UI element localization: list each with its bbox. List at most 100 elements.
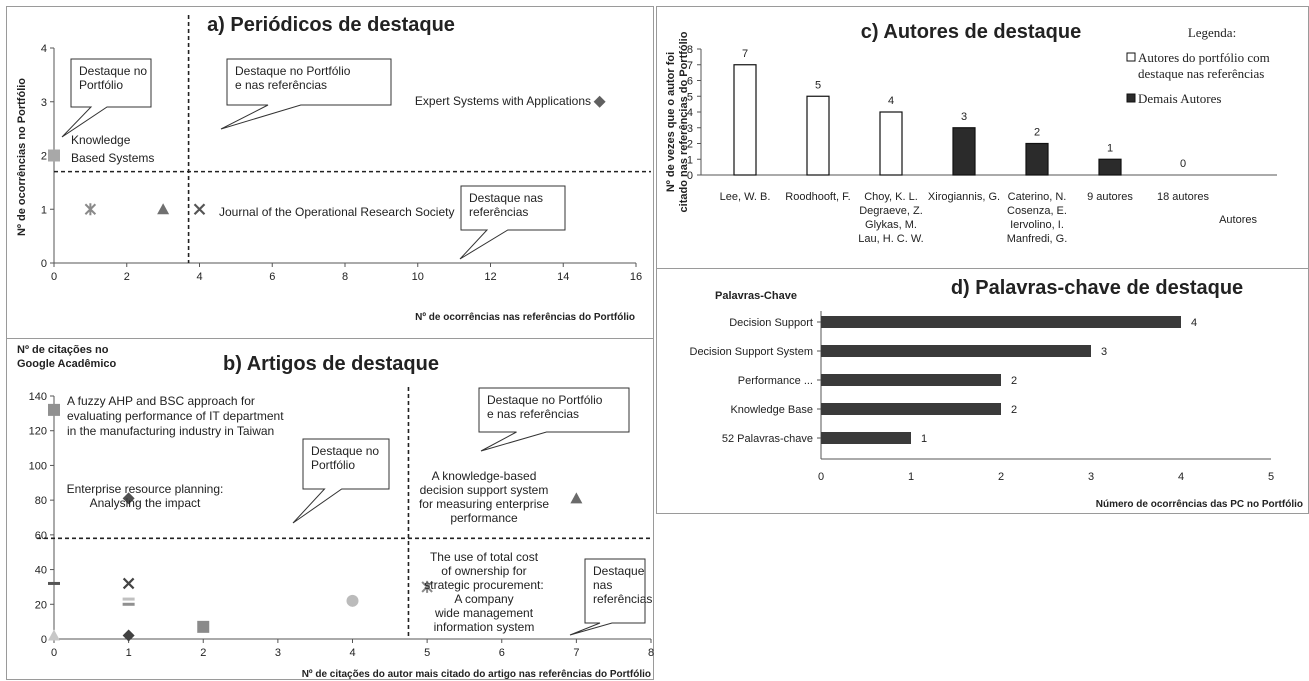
c-category-label: 18 autores [1157,191,1209,203]
b-y-tick-label: 100 [29,460,47,472]
c-y-tick-label: 4 [687,107,693,119]
a-point [48,149,60,162]
panel-c: c) Autores de destaque Nº de vezes que o … [656,6,1309,269]
a-point-label: Expert Systems with Applications [415,94,591,108]
b-callout-text: Destaque nas referências [593,564,652,606]
b-annotation: A fuzzy AHP and BSC approach for evaluati… [67,394,284,438]
d-x-tick-label: 5 [1268,471,1274,483]
c-legend-label: Autores do portfólio com destaque nas ref… [1138,50,1270,81]
b-point [48,403,60,416]
c-category-label: Lee, W. B. [720,191,771,203]
d-bar [821,316,1181,328]
b-point [122,492,135,505]
b-x-tick-label: 2 [200,647,206,659]
a-callout-text: Destaque no Portfólio [79,64,147,92]
b-y-tick-label: 20 [35,599,47,611]
b-callout [292,438,390,524]
c-bar-label: 7 [742,48,748,60]
d-bar [821,403,1001,415]
b-point [570,492,583,504]
b-x-tick-label: 8 [648,647,654,659]
a-y-tick-label: 0 [41,258,47,270]
a-y-tick-label: 1 [41,204,47,216]
a-callout [220,58,392,130]
c-legend-swatch [1126,93,1136,103]
c-y-tick-label: 7 [687,60,693,72]
a-point [157,203,170,215]
a-y-tick-label: 4 [41,43,47,55]
c-y-tick-label: 5 [687,91,693,103]
b-x-label: Nº de citações do autor mais citado do a… [302,669,651,680]
c-bar [1025,142,1049,176]
panel-d: d) Palavras-chave de destaque Palavras-Ch… [656,268,1309,514]
d-category-label: Performance ... [738,375,813,387]
d-bar [821,374,1001,386]
chart-d: d) Palavras-chave de destaque Palavras-Ch… [690,277,1304,510]
d-category-label: Decision Support [729,317,813,329]
b-annotation: The use of total cost of ownership for str… [424,550,543,634]
panel-b: 0 1 2 3 4 5 6 7 8 0 20 40 60 80 100 120 140 b) Artigos de… [6,338,654,680]
d-bar-label: 4 [1191,317,1197,329]
d-x-tick-label: 3 [1088,471,1094,483]
b-y-tick-label: 40 [35,565,47,577]
a-x-tick-label: 10 [412,271,424,283]
c-bar [952,127,976,176]
b-x-tick-label: 1 [126,647,132,659]
c-bar [1098,158,1122,176]
c-category-label: Caterino, N. Cosenza, E. Iervolino, I. Manf… [1007,191,1068,245]
d-x-tick-label: 2 [998,471,1004,483]
d-bar-label: 2 [1011,404,1017,416]
b-x-tick-label: 7 [573,647,579,659]
d-category-label: Decision Support System [690,346,814,358]
c-y-tick-label: 0 [687,170,693,182]
b-annotation: A knowledge-based decision support system… [419,469,549,525]
b-callout [478,387,630,452]
b-callout-text: Destaque no Portfólio [311,444,379,472]
d-bar-label: 1 [921,433,927,445]
panel-a: 0 2 4 6 8 10 12 14 16 0 1 2 3 4 a) Periódicos de desta… [6,6,654,339]
b-y-tick-label: 120 [29,426,47,438]
c-category-label: Roodhooft, F. [785,191,850,203]
a-x-tick-label: 2 [124,271,130,283]
b-point [122,577,135,590]
d-title: d) Palavras-chave de destaque [951,277,1243,299]
d-x-tick-label: 0 [818,471,824,483]
a-y-label: Nº de ocorrências no Portfólio [16,78,28,236]
b-annotation: Enterprise resource planning: Analysing t… [67,482,224,510]
d-bar-label: 3 [1101,346,1107,358]
a-y-tick-label: 2 [41,151,47,163]
c-y-tick-label: 3 [687,123,693,135]
d-x-tick-label: 4 [1178,471,1184,483]
c-legend-label: Demais Autores [1138,91,1221,106]
a-y-tick-label: 3 [41,97,47,109]
a-point-label: Knowledge Based Systems [71,133,154,165]
c-category-label: 9 autores [1087,191,1133,203]
c-bar-label: 0 [1180,158,1186,170]
a-callout-text: Destaque nas referências [469,191,543,219]
b-point [48,629,60,641]
c-bar-label: 5 [815,79,821,91]
b-point [48,581,60,585]
c-category-label: Xirogiannis, G. [928,191,1000,203]
b-x-tick-label: 6 [499,647,505,659]
c-y-tick-label: 2 [687,139,693,151]
d-bar-label: 2 [1011,375,1017,387]
a-x-tick-label: 6 [269,271,275,283]
c-bar [806,95,830,176]
b-y-tick-label: 60 [35,530,47,542]
b-point [122,629,135,642]
b-title: b) Artigos de destaque [223,353,439,375]
a-x-label: Nº de ocorrências nas referências do Por… [415,312,635,323]
c-x-label: Autores [1219,214,1257,226]
d-category-label: Knowledge Base [730,404,813,416]
b-point [122,597,135,601]
b-point [346,594,359,607]
c-legend-swatch [1126,52,1136,62]
c-y-tick-label: 1 [687,154,693,166]
d-x-label: Número de ocorrências das PC no Portfóli… [1096,499,1303,510]
c-category-label: Choy, K. L. Degraeve, Z. Glykas, M. Lau, H.… [858,191,923,245]
chart-c: c) Autores de destaque Nº de vezes que o … [665,21,1277,245]
b-y-tick-label: 0 [41,634,47,646]
a-x-tick-label: 4 [196,271,202,283]
